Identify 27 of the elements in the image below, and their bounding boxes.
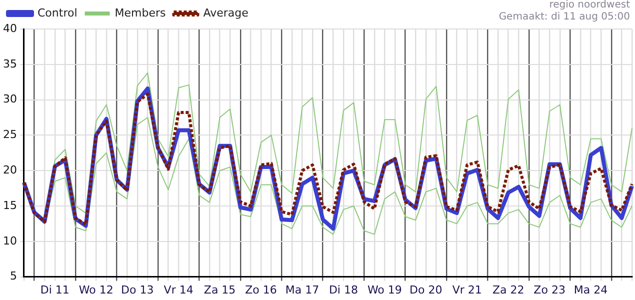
x-tick-label: Wo 19 bbox=[367, 283, 402, 296]
x-tick-label: Vr 21 bbox=[452, 283, 482, 296]
y-tick-label: 35 bbox=[2, 57, 17, 70]
y-tick-label: 10 bbox=[2, 234, 17, 248]
x-tick-label: Do 20 bbox=[410, 283, 442, 296]
x-tick-label: Za 22 bbox=[492, 283, 524, 296]
y-tick-label: 15 bbox=[2, 198, 17, 212]
text: regio noordwest bbox=[549, 0, 630, 11]
x-tick-label: Zo 16 bbox=[245, 283, 277, 296]
y-tick-label: 30 bbox=[2, 92, 17, 106]
legend-label: Control bbox=[38, 6, 78, 20]
y-tick-label: 25 bbox=[2, 128, 17, 142]
x-tick-label: Vr 14 bbox=[164, 283, 194, 296]
y-tick-label: 5 bbox=[10, 270, 17, 283]
x-tick-label: Ma 24 bbox=[574, 283, 608, 296]
y-tick-label: 20 bbox=[2, 163, 17, 176]
x-tick-label: Do 13 bbox=[121, 283, 154, 296]
legend-label: Average bbox=[203, 6, 249, 20]
text: Gemaakt: di 11 aug 05:00 bbox=[498, 12, 630, 23]
legend-label: Members bbox=[114, 6, 166, 20]
x-tick-label: Wo 12 bbox=[78, 283, 114, 296]
x-tick-label: Zo 23 bbox=[534, 283, 566, 296]
y-tick-label: 40 bbox=[2, 22, 17, 35]
x-tick-label: Di 11 bbox=[40, 283, 70, 296]
x-tick-label: Ma 17 bbox=[285, 283, 320, 296]
x-tick-label: Di 18 bbox=[328, 283, 358, 296]
x-tick-label: Za 15 bbox=[204, 283, 236, 296]
